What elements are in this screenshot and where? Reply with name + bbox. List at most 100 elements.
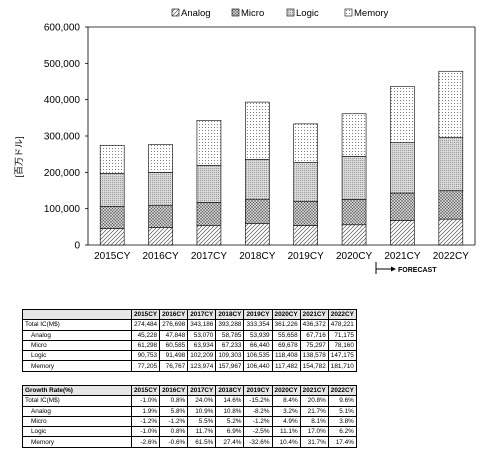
values-table-cell: 61,298 xyxy=(130,339,161,352)
growth-table-cell: -1.0% xyxy=(130,426,161,438)
y-axis-label: [百万ドル] xyxy=(14,136,24,177)
growth-table-cell: 3.2% xyxy=(271,405,301,417)
values-table-cell: 55,658 xyxy=(271,329,301,341)
bar-segment-micro xyxy=(293,200,318,226)
growth-table-cell: 5.2% xyxy=(215,415,245,428)
growth-table-header-cell: 2022CY xyxy=(327,384,357,397)
growth-table-row-label: Analog xyxy=(22,405,132,417)
growth-table-cell: 5.5% xyxy=(187,415,217,428)
values-table-cell: 66,440 xyxy=(243,339,273,352)
growth-table-cell: 11.1% xyxy=(271,426,301,438)
bar-segment-micro xyxy=(438,190,464,220)
values-table-cell: 117,482 xyxy=(271,360,301,372)
growth-table-cell: -2.6% xyxy=(130,436,161,448)
values-table-cell: 71,175 xyxy=(327,329,357,341)
values-table-row: Micro 61,298 60,585 63,934 67,233 66,440 69,67… xyxy=(22,339,357,352)
values-table-cell: 343,186 xyxy=(187,319,217,331)
values-table-row-label: Micro xyxy=(22,339,132,352)
values-table-row-label: Analog xyxy=(22,329,132,341)
values-table-row: Total IC(M$) 274,484 276,698 343,186 393,288… xyxy=(22,319,357,331)
values-table-cell: 106,440 xyxy=(243,360,273,372)
y-tick-label: 300,000 xyxy=(44,132,81,143)
stacked-bar-chart: Analog Micro Logic Memory 0 100,000 200,000 30… xyxy=(14,8,476,274)
growth-table-cell: 4.9% xyxy=(271,415,301,428)
forecast-arrow-head xyxy=(391,266,396,272)
growth-table-header-cell: 2020CY xyxy=(271,384,301,397)
values-table-cell: 67,233 xyxy=(215,339,245,352)
bar-segment-memory xyxy=(341,113,367,157)
values-table-cell: 138,578 xyxy=(299,350,329,362)
values-table-cell: 63,934 xyxy=(187,339,217,352)
bar-segment-micro xyxy=(196,202,222,227)
growth-table-cell: 6.2% xyxy=(327,426,357,438)
bar-segment-analog xyxy=(196,225,222,246)
bar-segment-memory xyxy=(293,123,318,163)
bar-segment-micro xyxy=(148,205,173,228)
legend: Analog Micro Logic Memory xyxy=(171,8,389,19)
y-tick-label: 0 xyxy=(74,241,80,252)
values-table-header-cell: 2021CY xyxy=(299,308,329,321)
growth-table-cell: 61.5% xyxy=(187,436,217,448)
values-table-cell: 45,228 xyxy=(130,329,161,341)
x-tick-label: 2018CY xyxy=(239,251,275,262)
legend-swatch-analog xyxy=(171,8,180,17)
growth-table-cell: 9.6% xyxy=(327,395,357,407)
x-tick-label: 2016CY xyxy=(142,251,178,262)
growth-table-cell: 8.4% xyxy=(271,395,301,407)
values-table-cell: 47,848 xyxy=(159,329,189,341)
bar-segment-memory xyxy=(99,144,125,174)
bar-segment-logic xyxy=(341,156,367,200)
values-table-cell: 478,221 xyxy=(327,319,357,331)
bar-segment-logic xyxy=(148,172,173,206)
values-table-cell: 75,297 xyxy=(299,339,329,352)
values-table-header-cell: 2016CY xyxy=(159,308,189,321)
growth-table-header-cell: 2019CY xyxy=(243,384,273,397)
growth-table-row: Memory -2.6% -0.6% 61.5% 27.4% -32.6% 10.4% 31.… xyxy=(22,436,357,448)
growth-table-cell: -32.6% xyxy=(243,436,273,448)
legend-label-micro: Micro xyxy=(241,8,264,19)
bar-segment-memory xyxy=(245,101,270,160)
bar-segment-logic xyxy=(390,142,415,194)
legend-label-logic: Logic xyxy=(296,8,319,19)
values-table-cell: 76,767 xyxy=(159,360,189,372)
growth-table-cell: 3.8% xyxy=(327,415,357,428)
values-table-cell: 77,205 xyxy=(130,360,161,372)
values-table-cell: 60,585 xyxy=(159,339,189,352)
growth-table-cell: 20.8% xyxy=(299,395,329,407)
values-table-cell: 274,484 xyxy=(130,319,161,331)
y-tick-label: 200,000 xyxy=(44,168,81,179)
bar-segment-memory xyxy=(148,144,173,173)
growth-table-header-cell: 2015CY xyxy=(130,384,161,397)
y-tick-label: 600,000 xyxy=(44,23,81,34)
x-tick-label: 2022CY xyxy=(433,251,469,262)
growth-table-cell: 5.8% xyxy=(159,405,189,417)
values-table-header-cell: 2018CY xyxy=(215,308,245,321)
growth-table-cell: 17.4% xyxy=(327,436,357,448)
values-table-header-cell xyxy=(22,308,132,321)
values-table-cell: 154,782 xyxy=(299,360,329,372)
bar-segment-analog xyxy=(438,218,464,246)
forecast-annotation: FORECAST xyxy=(375,262,437,274)
values-table-header: 2015CY 2016CY 2017CY 2018CY 2019CY 2020CY 2021… xyxy=(22,308,357,321)
growth-table-cell: -1.2% xyxy=(243,415,273,428)
bar-segment-logic xyxy=(196,165,222,203)
growth-table-cell: 14.6% xyxy=(215,395,245,407)
legend-swatch-micro xyxy=(231,8,240,17)
growth-table-header: Growth Rate(%) 2015CY 2016CY 2017CY 2018CY 20… xyxy=(22,384,357,397)
growth-rate-table: Growth Rate(%) 2015CY 2016CY 2017CY 2018CY 20… xyxy=(22,384,357,448)
growth-table-cell: 10.8% xyxy=(215,405,245,417)
bar-segment-analog xyxy=(293,225,318,246)
growth-table-cell: 11.7% xyxy=(187,426,217,438)
values-table-cell: 67,716 xyxy=(299,329,329,341)
bar-segment-logic xyxy=(293,162,318,202)
legend-label-analog: Analog xyxy=(181,8,211,19)
growth-table-cell: 24.0% xyxy=(187,395,217,407)
y-tick-label: 400,000 xyxy=(44,95,81,106)
growth-table-header-cell: 2016CY xyxy=(159,384,189,397)
legend-swatch-logic xyxy=(286,8,295,17)
growth-table-cell: -1.2% xyxy=(130,415,161,428)
values-table: 2015CY 2016CY 2017CY 2018CY 2019CY 2020CY 2021… xyxy=(22,308,357,372)
growth-table-cell: 0.8% xyxy=(159,426,189,438)
growth-table-cell: -2.5% xyxy=(243,426,273,438)
bar-segment-memory xyxy=(438,70,464,138)
